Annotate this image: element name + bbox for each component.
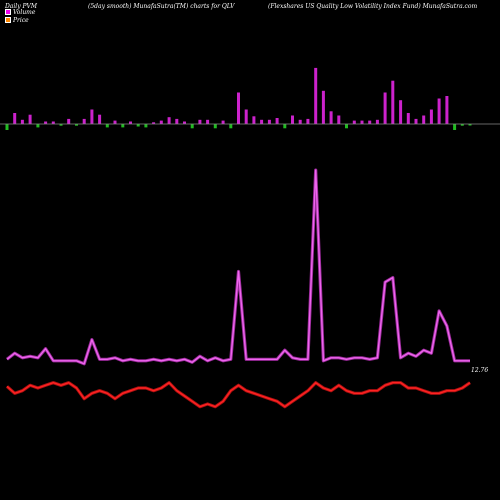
volume-bar: [368, 120, 372, 124]
volume-bar: [383, 92, 387, 124]
volume-bar: [5, 124, 9, 130]
pvm-line-shadow: [6, 168, 470, 366]
volume-bar: [437, 98, 441, 124]
volume-bar: [183, 121, 186, 124]
volume-bar: [237, 92, 240, 124]
volume-bar: [229, 124, 233, 129]
volume-bar: [90, 109, 94, 124]
legend-volume-swatch: [5, 9, 11, 15]
legend-price-label: Price: [13, 16, 29, 24]
price-line-shadow: [5, 381, 471, 409]
volume-bar: [345, 124, 348, 129]
volume-bar: [20, 119, 24, 125]
volume-bar: [275, 118, 279, 124]
volume-bar: [314, 67, 318, 124]
volume-bar: [453, 124, 457, 130]
volume-bar: [252, 116, 256, 124]
volume-bar: [28, 114, 32, 125]
legend-price-swatch: [5, 17, 11, 23]
volume-bar: [360, 120, 364, 124]
pvm-line: [6, 169, 470, 365]
price-line: [6, 382, 471, 408]
volume-bar: [190, 124, 194, 129]
volume-bar: [213, 124, 217, 129]
volume-bar: [445, 96, 449, 124]
volume-bar: [51, 121, 55, 124]
legend-volume-label: Volume: [13, 8, 36, 16]
volume-bar: [67, 118, 71, 124]
volume-bar: [144, 124, 148, 128]
volume-bar: [98, 114, 102, 125]
volume-bar: [260, 119, 264, 125]
volume-bar: [75, 124, 78, 126]
volume-bar: [283, 124, 287, 129]
volume-bar: [129, 121, 132, 124]
volume-bar: [13, 113, 17, 125]
volume-bar: [321, 90, 325, 124]
volume-bar: [121, 124, 125, 128]
volume-bar: [221, 120, 225, 124]
volume-bar: [399, 100, 403, 124]
last-price-label: 12.76: [471, 367, 488, 374]
volume-bar: [159, 120, 163, 124]
volume-bar: [329, 111, 333, 125]
volume-bar: [105, 124, 109, 128]
volume-bar: [198, 119, 202, 125]
volume-bar: [352, 120, 356, 124]
volume-bar: [167, 117, 171, 124]
volume-bar: [59, 124, 63, 126]
volume-bar: [468, 124, 472, 126]
volume-bar: [113, 120, 117, 124]
volume-bar: [44, 121, 48, 124]
volume-bar: [306, 118, 310, 124]
volume-bar: [36, 124, 40, 128]
volume-bar: [406, 113, 410, 125]
volume-bar: [429, 109, 433, 124]
volume-bar: [244, 109, 248, 124]
legend-price: Price: [5, 16, 35, 24]
volume-bar: [414, 118, 418, 124]
chart-title: (5day smooth) MunafaSutra(TM) charts for…: [88, 3, 235, 10]
volume-bar: [136, 124, 140, 127]
legend: Volume Price: [5, 8, 35, 24]
volume-bar: [422, 115, 426, 124]
volume-bar: [391, 80, 395, 124]
volume-bar: [375, 119, 379, 125]
volume-bar: [337, 115, 341, 124]
volume-bar: [291, 115, 294, 124]
volume-bar: [460, 124, 464, 126]
legend-volume: Volume: [5, 8, 35, 16]
volume-bar: [152, 122, 156, 124]
volume-bar: [298, 119, 302, 125]
chart-source: (Flexshares US Quality Low Volatility In…: [268, 3, 478, 10]
volume-bar: [82, 118, 86, 124]
volume-bar: [175, 118, 179, 124]
chart-label-left: Daily PVM: [5, 3, 38, 10]
volume-bar: [206, 119, 210, 125]
volume-bar: [267, 119, 271, 125]
